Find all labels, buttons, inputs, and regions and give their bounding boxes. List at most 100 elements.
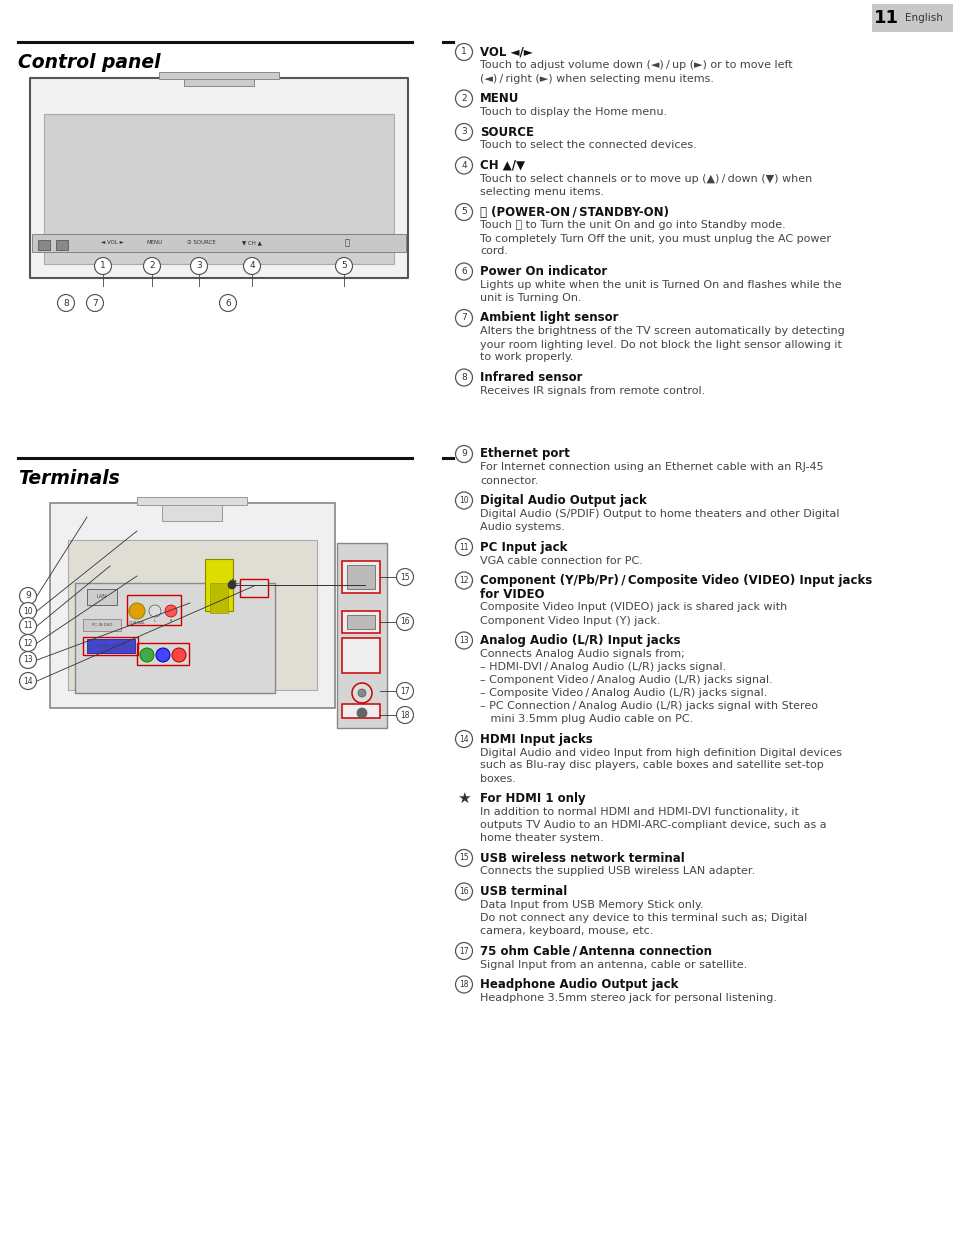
Text: 4: 4	[460, 161, 466, 170]
Text: Signal Input from an antenna, cable or satellite.: Signal Input from an antenna, cable or s…	[479, 960, 746, 969]
Text: MENU: MENU	[479, 91, 518, 105]
Bar	[341, 611, 379, 634]
Text: Ambient light sensor: Ambient light sensor	[479, 311, 618, 325]
Bar	[32, 233, 406, 252]
Circle shape	[396, 683, 413, 699]
Circle shape	[140, 648, 153, 662]
Text: 8: 8	[63, 299, 69, 308]
Text: 12: 12	[458, 576, 468, 585]
Circle shape	[129, 603, 145, 619]
Circle shape	[455, 310, 472, 326]
Text: 11: 11	[873, 9, 898, 27]
Circle shape	[335, 258, 352, 274]
Text: Digital Audio and video Input from high definition Digital devices: Digital Audio and video Input from high …	[479, 747, 841, 757]
Circle shape	[455, 730, 472, 747]
Text: 14: 14	[23, 677, 32, 685]
Text: VGA cable connection for PC.: VGA cable connection for PC.	[479, 556, 642, 566]
Text: 15: 15	[458, 853, 468, 862]
Bar	[336, 543, 387, 727]
Text: – Component Video / Analog Audio (L/R) jacks signal.: – Component Video / Analog Audio (L/R) j…	[479, 676, 772, 685]
Circle shape	[455, 446, 472, 462]
Circle shape	[19, 673, 36, 689]
Bar	[83, 619, 121, 631]
Circle shape	[396, 614, 413, 631]
Bar	[38, 240, 50, 249]
Circle shape	[455, 572, 472, 589]
Circle shape	[356, 708, 367, 718]
Text: 5: 5	[460, 207, 466, 216]
Circle shape	[19, 635, 36, 652]
Text: ⊙ SOURCE: ⊙ SOURCE	[187, 241, 215, 246]
Text: Connects Analog Audio signals from;: Connects Analog Audio signals from;	[479, 650, 684, 659]
Text: USB terminal: USB terminal	[479, 885, 567, 898]
Text: unit is Turning On.: unit is Turning On.	[479, 293, 581, 303]
Circle shape	[219, 294, 236, 311]
Circle shape	[57, 294, 74, 311]
Text: 5: 5	[341, 262, 347, 270]
Text: 18: 18	[458, 981, 468, 989]
Circle shape	[396, 706, 413, 724]
Circle shape	[455, 263, 472, 280]
Circle shape	[243, 258, 260, 274]
Text: PC Input jack: PC Input jack	[479, 541, 567, 553]
Text: 13: 13	[458, 636, 468, 645]
Circle shape	[228, 580, 235, 589]
Text: Digital Audio Output jack: Digital Audio Output jack	[479, 494, 646, 508]
Circle shape	[455, 492, 472, 509]
Text: connector.: connector.	[479, 475, 537, 485]
Text: Terminals: Terminals	[18, 468, 120, 488]
Text: 17: 17	[458, 946, 468, 956]
Text: boxes.: boxes.	[479, 773, 516, 783]
Circle shape	[455, 942, 472, 960]
Bar	[50, 503, 335, 708]
Text: HDMI Input jacks: HDMI Input jacks	[479, 732, 592, 746]
Circle shape	[165, 605, 177, 618]
Text: COAXIAL: COAXIAL	[129, 621, 145, 625]
Text: 7: 7	[460, 314, 466, 322]
Text: PC-IN DSO: PC-IN DSO	[91, 622, 112, 627]
Text: Touch to select channels or to move up (▲) / down (▼) when: Touch to select channels or to move up (…	[479, 174, 811, 184]
Text: cord.: cord.	[479, 247, 507, 257]
Text: VOL ◄/►: VOL ◄/►	[479, 46, 532, 58]
Bar	[137, 496, 247, 505]
Circle shape	[455, 90, 472, 107]
Text: To completely Turn Off the unit, you must unplug the AC power: To completely Turn Off the unit, you mus…	[479, 233, 830, 243]
Text: ⏻ (POWER-ON / STANDBY-ON): ⏻ (POWER-ON / STANDBY-ON)	[479, 205, 668, 219]
Text: ✱: ✱	[228, 578, 235, 588]
Circle shape	[172, 648, 186, 662]
Circle shape	[143, 258, 160, 274]
Text: 9: 9	[460, 450, 466, 458]
Circle shape	[455, 43, 472, 61]
Text: Receives IR signals from remote control.: Receives IR signals from remote control.	[479, 387, 704, 396]
Text: Touch ⏻ to Turn the unit On and go into Standby mode.: Touch ⏻ to Turn the unit On and go into …	[479, 221, 785, 231]
Text: 12: 12	[23, 638, 32, 647]
Bar	[341, 704, 379, 718]
Text: 4: 4	[249, 262, 254, 270]
Text: ◄ VOL ►: ◄ VOL ►	[100, 241, 123, 246]
Circle shape	[19, 618, 36, 635]
Text: Headphone 3.5mm stereo jack for personal listening.: Headphone 3.5mm stereo jack for personal…	[479, 993, 776, 1003]
Bar	[159, 72, 278, 79]
Bar	[87, 638, 135, 653]
Bar	[87, 589, 117, 605]
Text: 17: 17	[399, 687, 410, 695]
Text: Touch to display the Home menu.: Touch to display the Home menu.	[479, 107, 666, 117]
Text: (◄) / right (►) when selecting menu items.: (◄) / right (►) when selecting menu item…	[479, 74, 713, 84]
Text: outputs TV Audio to an HDMI-ARC-compliant device, such as a: outputs TV Audio to an HDMI-ARC-complian…	[479, 820, 825, 830]
Text: VIDEO   Pb   Pr: VIDEO Pb Pr	[96, 643, 125, 648]
Text: SOURCE: SOURCE	[479, 126, 534, 138]
Text: Touch to select the connected devices.: Touch to select the connected devices.	[479, 141, 696, 151]
Text: 16: 16	[399, 618, 410, 626]
Circle shape	[352, 683, 372, 703]
Text: 75 ohm Cable / Antenna connection: 75 ohm Cable / Antenna connection	[479, 945, 711, 957]
Bar	[75, 583, 274, 693]
Text: for VIDEO: for VIDEO	[479, 588, 544, 600]
Text: 3: 3	[460, 127, 466, 137]
Text: Control panel: Control panel	[18, 53, 160, 72]
Text: ⏻: ⏻	[344, 238, 349, 247]
Bar	[127, 595, 181, 625]
Text: MENU: MENU	[147, 241, 163, 246]
Text: – Composite Video / Analog Audio (L/R) jacks signal.: – Composite Video / Analog Audio (L/R) j…	[479, 688, 766, 698]
Text: Component (Y/Pb/Pr) / Composite Video (VIDEO) Input jacks: Component (Y/Pb/Pr) / Composite Video (V…	[479, 574, 871, 587]
Text: – HDMI-DVI / Analog Audio (L/R) jacks signal.: – HDMI-DVI / Analog Audio (L/R) jacks si…	[479, 662, 725, 672]
